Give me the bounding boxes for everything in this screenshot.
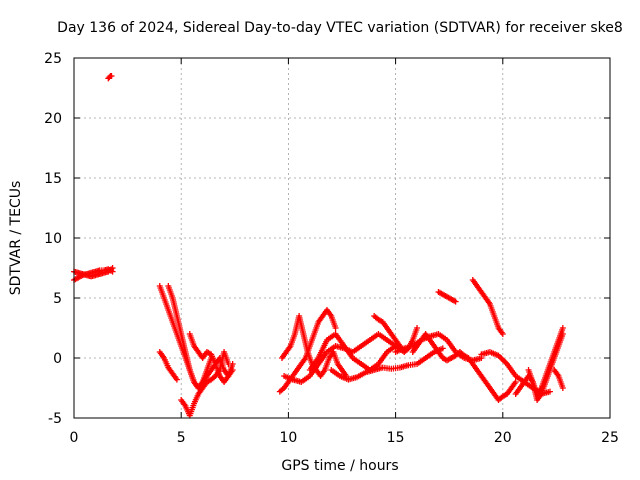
- x-tick-label: 15: [387, 430, 405, 446]
- data-series: [512, 325, 566, 397]
- data-point-marker: [546, 388, 553, 395]
- data-points: [71, 73, 566, 419]
- x-axis-label: GPS time / hours: [281, 458, 398, 474]
- data-series: [281, 331, 399, 385]
- x-tick-label: 5: [177, 430, 186, 446]
- data-series: [551, 367, 566, 391]
- data-series: [469, 277, 506, 337]
- chart-title: Day 136 of 2024, Sidereal Day-to-day VTE…: [57, 20, 623, 36]
- y-tick-label: -5: [48, 411, 62, 427]
- data-point-marker: [512, 379, 519, 385]
- data-series: [186, 331, 236, 385]
- y-tick-label: 0: [53, 351, 62, 367]
- y-tick-label: 10: [44, 231, 62, 247]
- y-tick-label: 25: [44, 51, 62, 67]
- data-series: [328, 345, 446, 383]
- data-point-marker: [559, 331, 566, 337]
- data-point-marker: [559, 385, 566, 391]
- data-series: [156, 349, 180, 383]
- y-axis-label: SDTVAR / TECUs: [8, 181, 24, 296]
- data-series: [105, 73, 115, 82]
- data-point-marker: [332, 325, 339, 331]
- data-point-marker: [499, 331, 506, 337]
- grid-lines: [74, 58, 610, 418]
- data-series: [525, 331, 566, 403]
- data-series: [456, 349, 519, 403]
- x-tick-label: 10: [279, 430, 297, 446]
- x-tick-label: 0: [70, 430, 79, 446]
- data-point-marker: [439, 345, 446, 352]
- data-point-marker: [559, 325, 566, 331]
- data-point-marker: [109, 265, 116, 271]
- x-tick-label: 20: [494, 430, 512, 446]
- y-tick-label: 15: [44, 171, 62, 187]
- y-tick-label: 5: [53, 291, 62, 307]
- data-point-marker: [414, 325, 421, 331]
- data-point-marker: [498, 355, 505, 362]
- data-series: [435, 289, 459, 305]
- y-tick-label: 20: [44, 111, 62, 127]
- data-point-marker: [501, 358, 508, 365]
- axis-ticks: 0 5 10 15 20 25 -5 0 5 10 15 20 25: [44, 51, 619, 446]
- data-point-marker: [173, 376, 180, 383]
- data-series: [306, 331, 408, 373]
- data-point-marker: [108, 73, 115, 79]
- x-tick-label: 25: [601, 430, 619, 446]
- data-point-marker: [452, 298, 459, 305]
- data-series: [409, 331, 463, 364]
- data-point-marker: [229, 361, 236, 367]
